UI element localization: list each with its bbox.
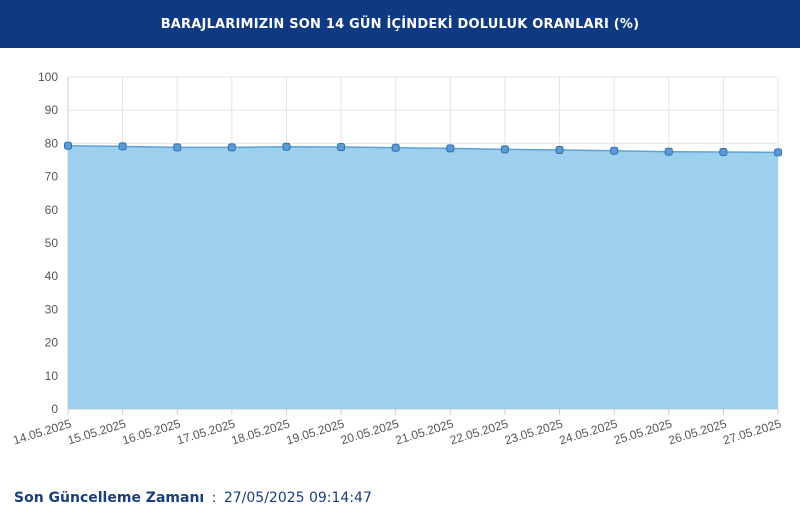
data-point (446, 144, 455, 153)
x-tick-label: 21.05.2025 (394, 416, 456, 447)
x-tick-label: 22.05.2025 (448, 416, 510, 447)
data-point (500, 145, 509, 154)
y-tick-label: 60 (45, 203, 59, 217)
y-tick-label: 40 (45, 269, 59, 283)
y-tick-label: 30 (45, 302, 59, 316)
y-tick-label: 80 (45, 136, 59, 150)
x-tick-label: 25.05.2025 (612, 416, 674, 447)
y-tick-label: 70 (45, 170, 59, 184)
x-tick-label: 26.05.2025 (667, 416, 729, 447)
x-tick-label: 16.05.2025 (121, 416, 183, 447)
data-point (337, 143, 346, 152)
series-area (68, 145, 778, 409)
data-point (282, 142, 291, 151)
x-tick-label: 14.05.2025 (11, 416, 73, 447)
y-tick-label: 0 (51, 402, 58, 416)
data-point (774, 148, 782, 157)
y-tick-label: 100 (38, 70, 58, 84)
data-point (227, 143, 236, 152)
data-point (555, 146, 564, 155)
last-update: Son Güncelleme Zamanı : 27/05/2025 09:14… (14, 490, 372, 510)
y-tick-label: 20 (45, 336, 59, 350)
x-tick-label: 17.05.2025 (175, 416, 237, 447)
x-tick-label: 19.05.2025 (284, 416, 346, 447)
last-update-label: Son Güncelleme Zamanı (14, 490, 205, 506)
x-tick-label: 23.05.2025 (503, 416, 565, 447)
x-tick-label: 18.05.2025 (230, 416, 292, 447)
y-tick-label: 50 (45, 236, 59, 250)
data-point (610, 146, 619, 155)
last-update-separator: : (211, 490, 217, 506)
dam-occupancy-chart: 0 10 20 30 40 50 60 70 80 90 100 14.05.2025 15.05.20… (0, 60, 800, 480)
y-tick-label: 90 (45, 103, 59, 117)
x-tick-label: 24.05.2025 (557, 416, 619, 447)
data-point (64, 141, 72, 150)
data-point (173, 143, 182, 152)
page-title: BARAJLARIMIZIN SON 14 GÜN İÇİNDEKİ DOLUL… (160, 16, 640, 32)
data-point (719, 148, 728, 157)
page-header: BARAJLARIMIZIN SON 14 GÜN İÇİNDEKİ DOLUL… (0, 0, 800, 48)
x-tick-label: 20.05.2025 (339, 416, 401, 447)
y-tick-label: 10 (45, 369, 59, 383)
data-point (391, 143, 400, 152)
x-tick-label: 27.05.2025 (721, 416, 783, 447)
series-line (67, 144, 779, 154)
data-point (118, 142, 127, 151)
data-point (664, 147, 673, 156)
last-update-timestamp: 27/05/2025 09:14:47 (223, 490, 372, 506)
area-chart: 0 10 20 30 40 50 60 70 80 90 100 14.05.202515.05.20… (11, 70, 783, 447)
x-tick-label: 15.05.2025 (66, 416, 128, 447)
